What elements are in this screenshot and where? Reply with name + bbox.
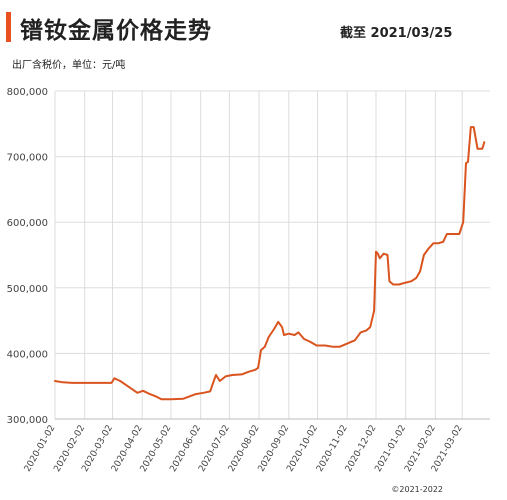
x-tick-label: 2020-10-02 <box>285 424 320 474</box>
unit-label: 出厂含税价，单位：元/吨 <box>12 60 126 71</box>
date-label: 截至 2021/03/25 <box>340 26 453 41</box>
price-series-line <box>54 126 486 401</box>
y-tick-label: 300,000 <box>7 415 48 426</box>
x-tick-label: 2020-12-02 <box>344 424 379 474</box>
x-tick-label: 2020-08-02 <box>227 424 262 474</box>
y-tick-label: 400,000 <box>7 349 48 360</box>
copyright-text: ©2021-2022 <box>391 485 443 494</box>
y-tick-label: 800,000 <box>7 87 48 98</box>
x-tick-label: 2020-07-02 <box>197 424 232 474</box>
x-tick-label: 2020-05-02 <box>139 424 174 474</box>
title-accent-bar <box>6 12 11 42</box>
y-tick-label: 700,000 <box>7 153 48 164</box>
chart-title: 镨钕金属价格走势 <box>20 18 212 44</box>
y-tick-label: 600,000 <box>7 218 48 229</box>
x-tick-label: 2020-01-02 <box>23 424 58 474</box>
y-tick-label: 500,000 <box>7 284 48 295</box>
x-tick-label: 2021-01-02 <box>373 424 408 474</box>
